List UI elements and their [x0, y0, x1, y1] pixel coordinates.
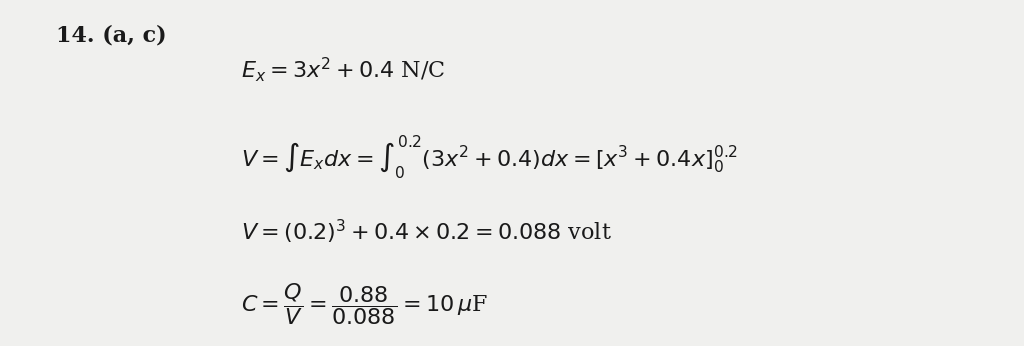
Text: 14. (a, c): 14. (a, c) — [56, 24, 167, 46]
Text: $C = \dfrac{Q}{V} = \dfrac{0.88}{0.088} = 10\,\mu$F: $C = \dfrac{Q}{V} = \dfrac{0.88}{0.088} … — [241, 282, 487, 327]
Text: $E_x = 3x^2 + 0.4$ N/C: $E_x = 3x^2 + 0.4$ N/C — [241, 55, 445, 84]
Text: $V = \int E_x dx = \int_0^{0.2}(3x^2 + 0.4)dx = [x^3 + 0.4x]_0^{0.2}$: $V = \int E_x dx = \int_0^{0.2}(3x^2 + 0… — [241, 134, 737, 181]
Text: $V = (0.2)^3 + 0.4 \times 0.2 = 0.088$ volt: $V = (0.2)^3 + 0.4 \times 0.2 = 0.088$ v… — [241, 218, 611, 246]
